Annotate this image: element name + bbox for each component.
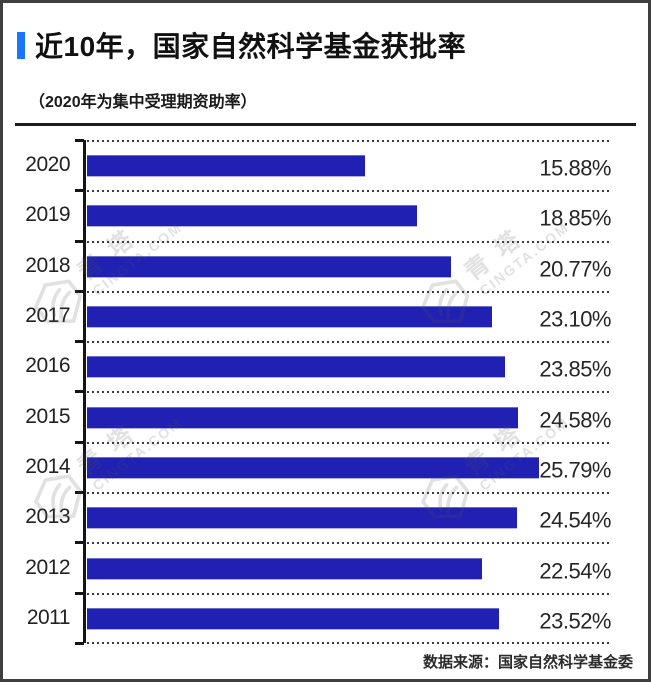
value-label: 23.85%: [539, 356, 611, 382]
chart-row: 2018 20.77%: [3, 239, 648, 291]
year-label: 2019: [25, 203, 70, 227]
year-label: 2018: [25, 253, 70, 277]
chart-row: 2015 24.58%: [3, 390, 648, 441]
year-label: 2020: [25, 153, 70, 177]
year-label: 2012: [25, 555, 70, 579]
year-label: 2017: [25, 304, 70, 328]
value-label: 24.54%: [539, 507, 611, 533]
chart-row: 2011 23.52%: [3, 591, 648, 643]
value-bar: [87, 155, 366, 177]
year-label: 2016: [25, 354, 70, 378]
header-divider: [15, 123, 636, 126]
bottom-gridline: [87, 642, 611, 644]
value-bar: [87, 557, 483, 579]
y-axis-line: [83, 140, 86, 643]
value-label: 20.77%: [539, 256, 611, 282]
chart-row: 2019 18.85%: [3, 189, 648, 240]
subtitle: （2020年为集中受理期资助率）: [29, 94, 257, 111]
value-label: 23.10%: [539, 306, 611, 332]
value-bar: [87, 306, 492, 328]
value-bar: [87, 608, 500, 630]
bottom-axis-tick: [75, 642, 84, 645]
value-label: 24.58%: [539, 407, 611, 433]
value-bar: [87, 406, 518, 428]
page-title: 近10年，国家自然科学基金获批率: [35, 31, 467, 62]
bar-chart: 2020 15.88% 2019 18.85% 2018 20.77% 2017 23.10%…: [3, 138, 648, 645]
chart-row: 2013 24.54%: [3, 491, 648, 542]
data-source-note: 数据来源：国家自然科学基金委: [422, 654, 633, 671]
year-label: 2011: [26, 605, 71, 629]
value-label: 18.85%: [539, 206, 611, 232]
title-accent-bar: [17, 32, 25, 59]
value-label: 23.52%: [539, 608, 611, 634]
value-bar: [87, 205, 418, 227]
value-label: 25.79%: [539, 457, 611, 483]
value-label: 15.88%: [539, 155, 611, 181]
value-bar: [87, 356, 506, 378]
chart-row: 2020 15.88%: [3, 138, 648, 190]
value-label: 22.54%: [539, 558, 611, 584]
value-bar: [87, 507, 518, 529]
chart-row: 2014 25.79%: [3, 440, 648, 492]
value-bar: [87, 457, 540, 479]
chart-rows: 2020 15.88% 2019 18.85% 2018 20.77% 2017 23.10%…: [3, 138, 648, 643]
chart-row: 2017 23.10%: [3, 289, 648, 341]
year-label: 2015: [25, 404, 70, 428]
chart-row: 2012 22.54%: [3, 541, 648, 592]
year-label: 2014: [25, 454, 70, 478]
year-label: 2013: [25, 505, 70, 529]
chart-row: 2016 23.85%: [3, 340, 648, 391]
value-bar: [87, 256, 452, 278]
